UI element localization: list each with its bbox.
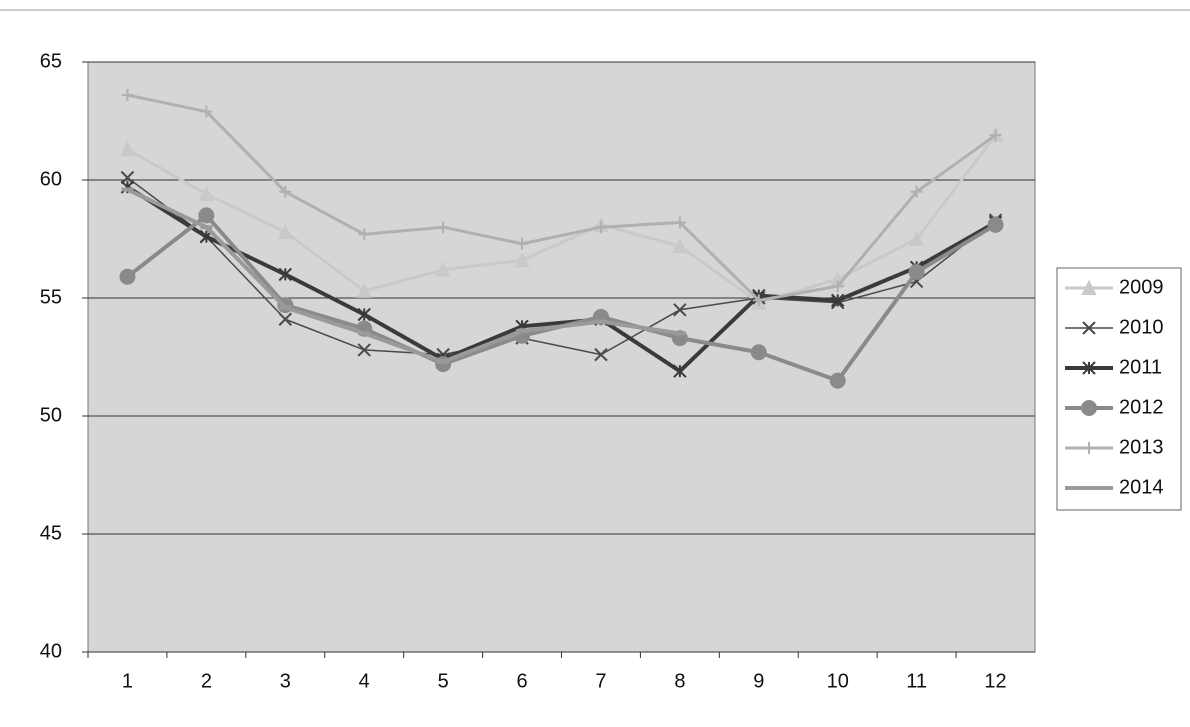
marker bbox=[673, 303, 687, 317]
marker bbox=[437, 221, 450, 234]
marker bbox=[831, 280, 844, 293]
y-tick-label: 55 bbox=[40, 286, 62, 308]
marker bbox=[909, 230, 925, 246]
marker bbox=[278, 267, 292, 282]
marker bbox=[908, 264, 925, 281]
marker bbox=[672, 237, 688, 254]
marker bbox=[673, 364, 687, 378]
marker bbox=[358, 228, 371, 241]
x-tick-label: 5 bbox=[438, 670, 449, 692]
marker bbox=[357, 343, 371, 357]
marker bbox=[356, 282, 372, 298]
x-tick-label: 8 bbox=[674, 670, 685, 692]
marker bbox=[357, 307, 371, 322]
legend-label: 2010 bbox=[1119, 316, 1164, 338]
marker bbox=[594, 347, 608, 362]
legend-label: 2013 bbox=[1119, 436, 1164, 458]
x-tick-label: 9 bbox=[753, 670, 764, 692]
marker bbox=[829, 372, 846, 389]
marker bbox=[750, 344, 767, 361]
series bbox=[121, 89, 1002, 307]
legend-label: 2011 bbox=[1119, 356, 1162, 378]
marker bbox=[278, 312, 292, 326]
line bbox=[127, 93, 997, 302]
legend-label: 2012 bbox=[1119, 396, 1164, 418]
y-tick-label: 60 bbox=[40, 168, 62, 190]
x-tick-label: 6 bbox=[516, 670, 527, 692]
y-tick-label: 50 bbox=[40, 404, 62, 426]
series bbox=[121, 187, 686, 364]
marker bbox=[514, 252, 530, 268]
marker bbox=[279, 185, 292, 198]
legend-marker bbox=[1083, 442, 1095, 454]
x-tick-label: 4 bbox=[359, 670, 370, 692]
line bbox=[127, 177, 997, 356]
legend-marker bbox=[1081, 279, 1097, 295]
legend-marker bbox=[1082, 321, 1096, 335]
y-tick-label: 40 bbox=[40, 640, 62, 662]
y-tick-label: 65 bbox=[40, 50, 62, 72]
line bbox=[126, 185, 997, 374]
marker bbox=[119, 141, 136, 157]
marker bbox=[435, 261, 451, 277]
marker bbox=[594, 221, 607, 234]
x-tick-label: 3 bbox=[280, 670, 291, 692]
marker bbox=[200, 105, 213, 118]
x-tick-label: 10 bbox=[827, 670, 849, 692]
x-tick-label: 2 bbox=[201, 670, 212, 692]
legend-box bbox=[1056, 267, 1182, 511]
marker bbox=[987, 216, 1004, 233]
line bbox=[126, 187, 681, 364]
x-tick-label: 12 bbox=[984, 670, 1006, 692]
marker bbox=[673, 216, 686, 229]
marker bbox=[516, 237, 529, 250]
marker bbox=[121, 89, 134, 102]
marker bbox=[831, 293, 845, 308]
legend-label: 2009 bbox=[1119, 276, 1164, 298]
legend-marker bbox=[1082, 361, 1096, 375]
marker bbox=[120, 170, 135, 185]
marker bbox=[277, 223, 293, 239]
legend-label: 2014 bbox=[1119, 476, 1164, 498]
plot-area bbox=[87, 61, 1036, 653]
marker bbox=[752, 294, 765, 307]
marker bbox=[198, 207, 215, 224]
marker bbox=[989, 129, 1002, 142]
marker bbox=[119, 268, 136, 285]
x-tick-label: 11 bbox=[906, 670, 927, 692]
marker bbox=[910, 185, 923, 198]
y-tick-label: 45 bbox=[40, 522, 62, 544]
legend-marker bbox=[1081, 400, 1097, 416]
marker bbox=[198, 185, 214, 202]
x-tick-label: 1 bbox=[122, 670, 133, 692]
x-tick-label: 7 bbox=[595, 670, 606, 692]
